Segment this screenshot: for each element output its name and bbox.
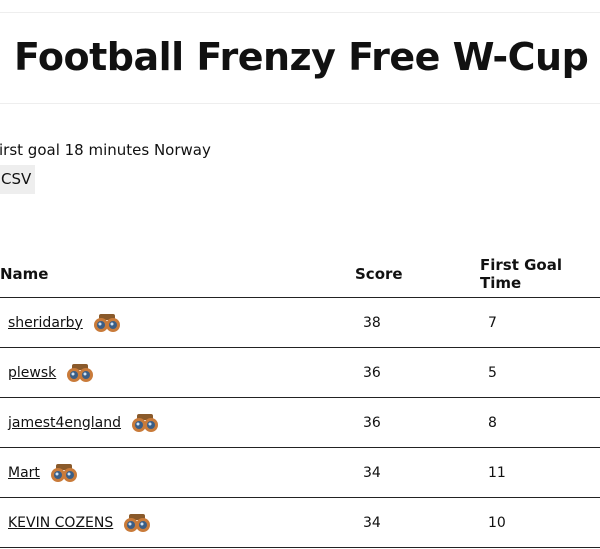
name-cell: plewsk (0, 347, 355, 398)
leaderboard: Name Score First Goal Time sheridarby 38 7 pl… (0, 250, 600, 548)
time-cell: 10 (480, 497, 600, 548)
score-cell: 38 (355, 297, 480, 348)
binoculars-icon[interactable] (123, 512, 151, 534)
page-title: Football Frenzy Free W-Cup (14, 35, 589, 79)
table-body: sheridarby 38 7 plewsk 36 5 jamest4england 36 8 M… (0, 297, 600, 548)
table-row: jamest4england 36 8 (0, 397, 600, 448)
player-link[interactable]: jamest4england (8, 414, 122, 431)
time-cell: 7 (480, 297, 600, 348)
time-cell: 5 (480, 347, 600, 398)
score-cell: 34 (355, 497, 480, 548)
header-row: Name Score First Goal Time (0, 250, 600, 298)
name-cell: sheridarby (0, 297, 355, 348)
score-cell: 36 (355, 397, 480, 448)
score-cell: 34 (355, 447, 480, 498)
player-link[interactable]: Mart (8, 464, 40, 481)
score-cell: 36 (355, 347, 480, 398)
column-header: First Goal Time (480, 250, 600, 298)
binoculars-icon[interactable] (93, 312, 121, 334)
table-row: Mart 34 11 (0, 447, 600, 498)
header: Football Frenzy Free W-Cup (0, 12, 600, 104)
time-cell: 11 (480, 447, 600, 498)
csv-button[interactable]: CSV (0, 165, 35, 194)
info-text: irst goal 18 minutes Norway (0, 141, 211, 159)
table-row: plewsk 36 5 (0, 347, 600, 398)
column-header: Score (355, 250, 480, 298)
table-row: KEVIN COZENS 34 10 (0, 497, 600, 548)
player-link[interactable]: KEVIN COZENS (8, 514, 114, 531)
time-cell: 8 (480, 397, 600, 448)
binoculars-icon[interactable] (131, 412, 159, 434)
binoculars-icon[interactable] (66, 362, 94, 384)
name-cell: KEVIN COZENS (0, 497, 355, 548)
name-cell: Mart (0, 447, 355, 498)
binoculars-icon[interactable] (50, 462, 78, 484)
player-link[interactable]: sheridarby (8, 314, 83, 331)
name-cell: jamest4england (0, 397, 355, 448)
table-row: sheridarby 38 7 (0, 297, 600, 348)
column-header: Name (0, 250, 355, 298)
player-link[interactable]: plewsk (8, 364, 57, 381)
